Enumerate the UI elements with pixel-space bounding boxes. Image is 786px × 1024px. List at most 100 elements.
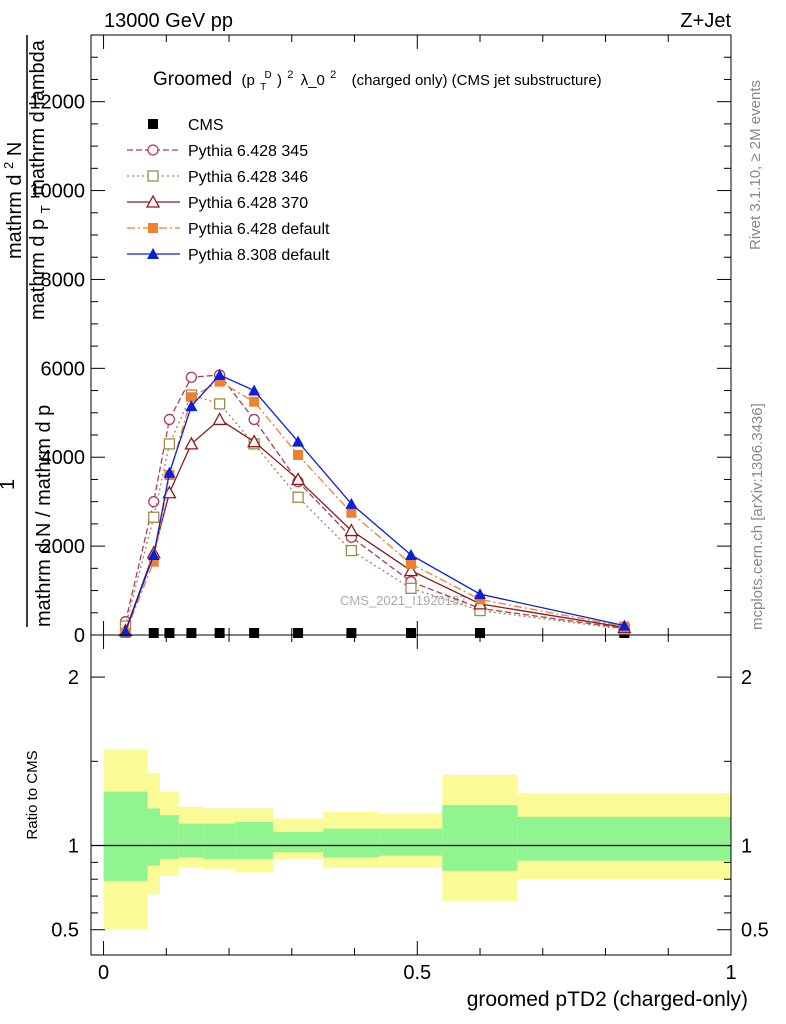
- data-point: [214, 376, 225, 387]
- chart-title: Groomed (p T D ) 2 λ_0 2 (charged only) …: [153, 62, 602, 95]
- ratio-y-tick-label: 0.5: [51, 920, 79, 942]
- energy-label: 13000 GeV pp: [104, 10, 233, 32]
- y-tick-label: 6000: [41, 358, 86, 380]
- legend-entry: Pythia 6.428 346: [127, 169, 308, 186]
- data-point: [185, 371, 198, 383]
- data-point: [293, 628, 304, 638]
- series-0: [120, 628, 630, 638]
- main-frame: [90, 34, 732, 636]
- process-label: Z+Jet: [680, 10, 731, 32]
- data-point: [345, 497, 358, 509]
- data-point: [148, 511, 160, 523]
- data-point: [185, 400, 198, 412]
- data-point: [213, 398, 226, 410]
- stat-uncertainty-band: [442, 805, 518, 871]
- legend-label: Pythia 6.428 346: [188, 169, 308, 186]
- ratio-y-tick-label: 1: [68, 836, 79, 858]
- data-point: [119, 625, 132, 637]
- data-point: [249, 396, 260, 407]
- data-point: [164, 628, 175, 638]
- legend-marker: [147, 144, 159, 156]
- data-point: [247, 434, 262, 448]
- ylabel-denominator-2: mathrm d p T mathrm d lambda: [27, 39, 55, 320]
- stat-uncertainty-band: [323, 828, 380, 858]
- data-point: [345, 544, 358, 557]
- ylabel-numerator-text: mathrm d: [4, 175, 26, 259]
- y-tick-label: 8000: [41, 269, 86, 291]
- ratio-frame: [90, 634, 732, 956]
- ratio-ylabel: Ratio to CMS: [24, 750, 41, 839]
- data-point: [214, 628, 225, 638]
- data-point: [186, 392, 197, 403]
- legend-label: Pythia 6.428 345: [188, 143, 308, 160]
- data-point: [403, 563, 419, 577]
- mcplots-label: mcplots.cern.ch [arXiv:1306.3436]: [749, 403, 766, 630]
- data-point: [248, 413, 260, 426]
- legend-label: Pythia 8.308 default: [188, 247, 330, 264]
- title-rest: (charged only) (CMS jet substructure): [352, 72, 602, 89]
- stat-uncertainty-band: [272, 832, 324, 853]
- data-point: [618, 619, 631, 631]
- main-ylabel: mathrm d 2 N mathrm d N / mathrm d p 1 m…: [0, 35, 55, 627]
- ylabel-denominator-1: mathrm d N / mathrm d p: [33, 405, 55, 627]
- data-point: [163, 466, 176, 478]
- data-point: [346, 507, 357, 518]
- ylabel-numerator-sup: 2: [1, 162, 16, 169]
- x-tick-label: 0: [98, 962, 109, 984]
- main-panel: 0 2000 4000 6000 8000 10000 12000 CMS_2021_I19…: [0, 34, 732, 647]
- series-5: [119, 369, 631, 637]
- ratio-axis-ticks: 0.5 0.51 12 20 0.5 1: [51, 635, 769, 984]
- data-point: [186, 628, 197, 638]
- main-series: [118, 369, 632, 638]
- y-tick-label: 12000: [29, 92, 85, 114]
- legend-entry: Pythia 6.428 345: [127, 143, 308, 160]
- legend-entry: Pythia 6.428 370: [127, 194, 308, 212]
- legend-marker: [148, 223, 158, 233]
- data-point: [292, 491, 304, 503]
- legend-marker: [148, 119, 158, 129]
- legend-label: CMS: [188, 117, 224, 134]
- data-point: [405, 549, 417, 560]
- analysis-watermark: CMS_2021_I1920187: [340, 593, 467, 608]
- ratio-y-tick-label-right: 1: [741, 836, 752, 858]
- title-math-exp: 2: [287, 69, 293, 81]
- data-point: [148, 556, 159, 567]
- main-axis-ticks: 0 2000 4000 6000 8000 10000 12000: [29, 34, 732, 647]
- data-point: [248, 384, 261, 396]
- stat-uncertainty-band: [160, 815, 179, 859]
- y-tick-label: 4000: [41, 447, 86, 469]
- stat-uncertainty-band: [517, 816, 731, 861]
- ratio-panel: 0.5 0.51 12 20 0.5 1 Ratio to CMS groomed pTD…: [24, 634, 769, 1011]
- data-point: [406, 558, 416, 569]
- data-point: [184, 436, 199, 450]
- title-math-base: (p: [241, 72, 254, 89]
- title-math-sup: D: [265, 70, 272, 81]
- stat-uncertainty-band: [178, 823, 204, 858]
- title-math-close: ): [277, 72, 282, 89]
- stat-uncertainty-band: [103, 791, 148, 881]
- ylabel-lead: 1: [0, 479, 19, 490]
- x-tick-label: 0.5: [403, 962, 431, 984]
- data-point: [290, 472, 306, 486]
- legend-marker: [147, 170, 159, 182]
- ylabel-denominator-2-text: mathrm d p: [27, 219, 49, 320]
- y-tick-label: 10000: [29, 181, 85, 203]
- legend-marker: [147, 248, 159, 259]
- data-point: [147, 549, 160, 560]
- data-point: [213, 369, 226, 380]
- stat-uncertainty-band: [235, 821, 273, 859]
- title-math-sub: T: [260, 82, 266, 93]
- data-point: [474, 588, 487, 600]
- series-line: [124, 374, 625, 629]
- ylabel-denominator-2-sub: T: [38, 205, 53, 213]
- legend-entry: CMS: [148, 117, 224, 134]
- x-tick-label: 1: [725, 962, 736, 984]
- data-point: [405, 582, 417, 594]
- legend-marker: [145, 194, 161, 208]
- data-point: [344, 523, 359, 537]
- series-line: [124, 380, 625, 634]
- data-point: [163, 413, 176, 426]
- rivet-label: Rivet 3.1.10, ≥ 2M events: [747, 80, 764, 250]
- legend-label: Pythia 6.428 370: [188, 195, 308, 212]
